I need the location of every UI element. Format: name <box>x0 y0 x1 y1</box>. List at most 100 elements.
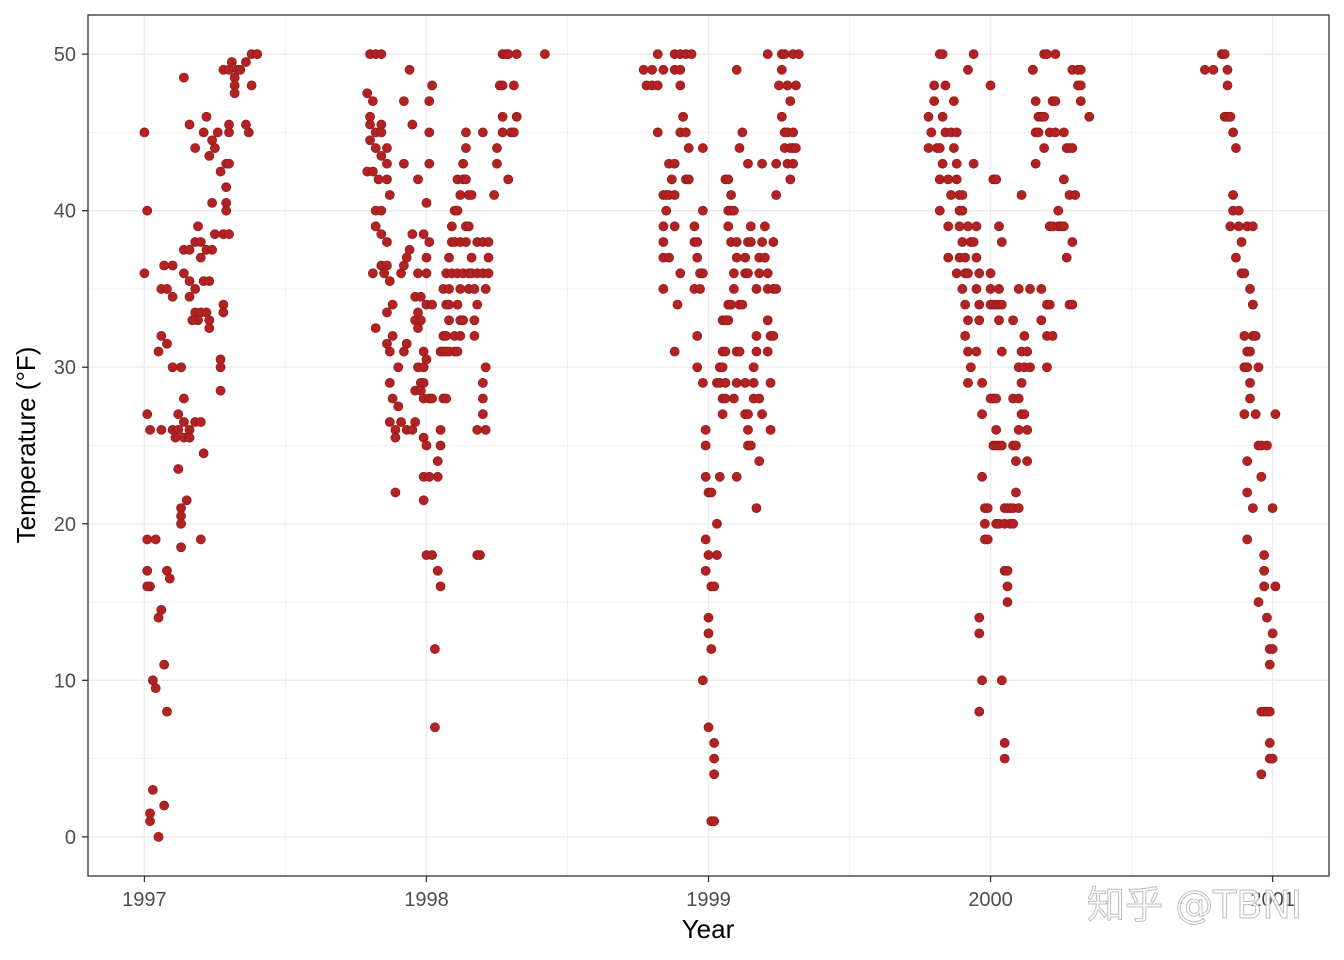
data-point <box>469 315 480 326</box>
data-point <box>977 471 987 482</box>
data-point <box>178 72 189 83</box>
data-point <box>204 315 215 326</box>
data-point <box>743 424 753 435</box>
data-point <box>991 424 1002 435</box>
data-point <box>432 456 443 467</box>
data-point <box>407 119 418 130</box>
data-point <box>184 432 195 443</box>
data-point <box>170 432 181 443</box>
data-point <box>974 706 985 717</box>
data-point <box>401 338 412 349</box>
data-point <box>791 80 801 91</box>
data-point <box>934 174 945 185</box>
data-point <box>714 471 725 482</box>
data-point <box>147 785 158 795</box>
data-point <box>207 197 217 208</box>
data-point <box>965 362 976 373</box>
data-point <box>221 182 232 193</box>
data-point <box>1256 471 1267 482</box>
data-point <box>424 471 435 482</box>
data-point <box>1262 440 1272 451</box>
data-point <box>404 64 415 75</box>
data-point <box>204 150 215 161</box>
data-point <box>540 49 550 60</box>
data-point <box>398 96 409 106</box>
data-point <box>1047 331 1058 341</box>
data-point <box>382 237 392 247</box>
data-point <box>455 190 466 200</box>
data-point <box>985 284 996 294</box>
data-point <box>178 393 189 404</box>
data-point <box>675 268 686 279</box>
data-point <box>1050 96 1061 106</box>
data-point <box>695 284 705 294</box>
data-point <box>1264 659 1275 670</box>
data-point <box>142 409 153 420</box>
data-point <box>937 158 948 169</box>
data-point <box>692 362 703 373</box>
data-point <box>1242 534 1253 545</box>
data-point <box>461 174 471 185</box>
data-point <box>683 143 694 153</box>
data-point <box>731 252 742 263</box>
data-point <box>466 252 477 263</box>
data-point <box>1231 252 1241 263</box>
data-point <box>960 331 971 341</box>
data-point <box>1222 80 1233 91</box>
data-point <box>996 237 1007 247</box>
data-point <box>229 88 240 99</box>
data-point <box>432 471 443 482</box>
data-point <box>723 174 734 185</box>
data-point <box>1044 299 1055 310</box>
data-point <box>195 417 206 427</box>
data-point <box>1011 456 1021 467</box>
data-point <box>700 565 711 576</box>
data-point <box>410 417 421 427</box>
data-point <box>243 127 254 138</box>
data-point <box>754 393 765 404</box>
data-point <box>664 252 674 263</box>
data-point <box>215 385 226 396</box>
data-point <box>951 158 962 169</box>
data-point <box>709 581 720 592</box>
data-point <box>393 401 404 412</box>
data-point <box>1016 377 1027 388</box>
data-point <box>669 158 680 169</box>
data-point <box>785 96 796 106</box>
data-point <box>728 284 739 294</box>
data-point <box>184 291 195 302</box>
data-point <box>929 80 940 91</box>
data-point <box>726 190 736 200</box>
data-point <box>760 221 770 232</box>
data-point <box>190 143 201 153</box>
data-point <box>1233 221 1244 232</box>
y-tick-label: 10 <box>54 670 76 692</box>
x-tick-label: 2001 <box>1250 889 1295 911</box>
data-point <box>1233 205 1244 216</box>
data-point <box>159 260 170 271</box>
data-point <box>376 229 387 240</box>
data-point <box>709 769 720 780</box>
data-point <box>221 205 232 216</box>
data-point <box>477 127 488 138</box>
data-point <box>1025 362 1035 373</box>
data-point <box>173 409 184 420</box>
data-point <box>162 338 172 349</box>
data-point <box>771 190 782 200</box>
data-point <box>977 377 987 388</box>
y-tick-label: 30 <box>54 357 76 379</box>
data-point <box>404 244 415 255</box>
data-points <box>139 49 1281 842</box>
data-point <box>413 268 423 279</box>
data-point <box>943 221 954 232</box>
data-point <box>477 377 488 388</box>
data-point <box>421 354 432 365</box>
x-tick-label: 1999 <box>686 889 731 911</box>
data-point <box>720 346 731 357</box>
data-point <box>709 738 720 748</box>
data-point <box>387 331 398 341</box>
data-point <box>387 299 398 310</box>
data-point <box>1061 252 1072 263</box>
data-point <box>1250 331 1261 341</box>
data-point <box>728 393 739 404</box>
